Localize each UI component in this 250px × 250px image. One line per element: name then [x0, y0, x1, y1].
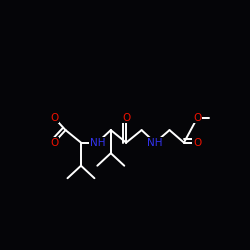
Text: O: O [50, 138, 58, 147]
Text: NH: NH [147, 138, 163, 147]
Text: NH: NH [90, 138, 105, 147]
Text: O: O [50, 112, 58, 122]
Text: O: O [193, 112, 202, 122]
Text: O: O [122, 112, 130, 122]
Text: O: O [193, 138, 202, 147]
